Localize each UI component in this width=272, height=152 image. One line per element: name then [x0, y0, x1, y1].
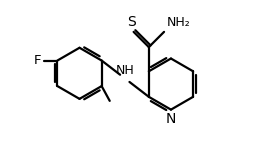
- Text: NH: NH: [116, 64, 135, 77]
- Text: NH₂: NH₂: [167, 16, 190, 29]
- Text: S: S: [127, 15, 136, 29]
- Text: N: N: [166, 112, 176, 126]
- Text: F: F: [34, 54, 41, 67]
